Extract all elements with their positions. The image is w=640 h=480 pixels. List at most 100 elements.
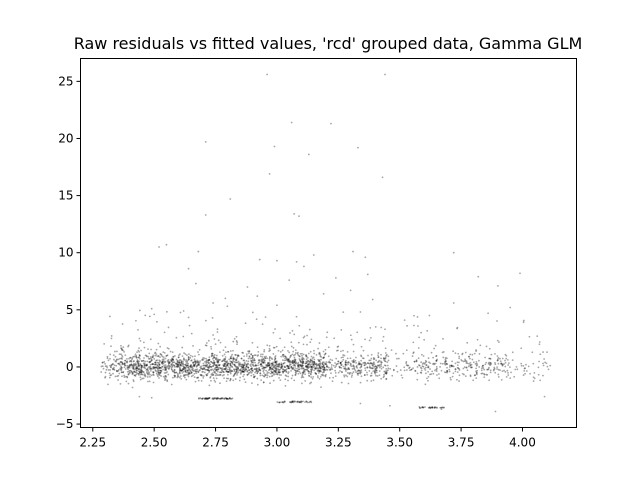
data-point bbox=[158, 366, 161, 369]
data-point bbox=[167, 358, 170, 361]
data-point bbox=[110, 335, 113, 337]
data-point bbox=[282, 368, 285, 371]
data-point bbox=[184, 371, 187, 373]
data-point bbox=[430, 351, 433, 354]
data-point bbox=[166, 366, 169, 369]
data-point bbox=[266, 374, 269, 377]
data-point bbox=[179, 366, 181, 369]
data-point bbox=[263, 366, 266, 369]
data-point bbox=[259, 372, 262, 375]
data-point bbox=[190, 366, 192, 369]
data-point bbox=[337, 349, 339, 352]
data-point bbox=[449, 376, 452, 379]
data-point bbox=[383, 360, 386, 362]
data-point bbox=[546, 351, 548, 353]
data-point bbox=[266, 364, 269, 367]
data-point bbox=[302, 376, 305, 379]
data-point bbox=[326, 369, 329, 371]
data-point bbox=[360, 354, 362, 357]
data-point bbox=[213, 363, 216, 366]
data-point bbox=[350, 363, 352, 366]
data-point bbox=[205, 362, 208, 365]
data-point bbox=[134, 371, 137, 374]
data-point bbox=[175, 362, 178, 365]
data-point bbox=[299, 364, 302, 366]
data-point bbox=[370, 362, 373, 365]
data-point bbox=[165, 310, 168, 313]
data-point bbox=[299, 364, 302, 367]
data-point bbox=[207, 397, 210, 400]
data-point bbox=[263, 367, 266, 369]
data-point bbox=[208, 369, 210, 372]
data-point bbox=[194, 361, 196, 364]
data-point bbox=[115, 360, 117, 363]
data-point bbox=[126, 360, 129, 363]
data-point bbox=[139, 339, 142, 342]
data-point bbox=[317, 369, 319, 371]
data-point bbox=[127, 344, 130, 347]
data-point bbox=[396, 357, 398, 360]
data-point bbox=[321, 371, 324, 374]
data-point bbox=[215, 368, 218, 371]
data-point bbox=[164, 367, 167, 369]
data-point bbox=[454, 368, 457, 371]
data-point bbox=[236, 341, 239, 344]
data-point bbox=[214, 380, 217, 383]
data-point bbox=[255, 369, 258, 372]
data-point bbox=[144, 314, 147, 317]
data-point bbox=[173, 374, 176, 377]
data-point bbox=[147, 357, 150, 360]
data-point bbox=[266, 364, 269, 367]
data-point bbox=[231, 366, 234, 368]
data-point bbox=[258, 258, 261, 261]
data-point bbox=[237, 355, 239, 357]
data-point bbox=[310, 363, 313, 366]
data-point bbox=[325, 362, 327, 365]
data-point bbox=[233, 364, 236, 367]
data-point bbox=[236, 366, 239, 368]
data-point bbox=[161, 365, 163, 368]
data-point bbox=[478, 359, 480, 362]
data-point bbox=[324, 352, 327, 355]
data-point bbox=[340, 381, 343, 384]
data-point bbox=[247, 366, 250, 369]
data-point bbox=[426, 329, 429, 332]
data-point bbox=[433, 363, 436, 366]
data-point bbox=[335, 365, 337, 367]
data-point bbox=[148, 360, 151, 363]
data-point bbox=[301, 371, 304, 374]
data-point bbox=[288, 360, 291, 363]
data-point bbox=[261, 374, 264, 377]
data-point bbox=[113, 364, 116, 367]
data-point bbox=[179, 370, 181, 373]
data-point bbox=[140, 367, 143, 369]
data-point bbox=[272, 331, 275, 334]
data-point bbox=[410, 368, 413, 371]
data-point bbox=[167, 363, 170, 365]
data-point bbox=[478, 366, 481, 368]
data-point bbox=[424, 406, 426, 408]
data-point bbox=[159, 353, 162, 355]
data-point bbox=[250, 357, 253, 360]
data-point bbox=[213, 370, 216, 373]
data-point bbox=[294, 400, 297, 403]
data-point bbox=[190, 359, 193, 362]
data-point bbox=[382, 376, 385, 379]
data-point bbox=[353, 361, 356, 363]
data-point bbox=[257, 350, 260, 353]
axes-frame bbox=[80, 58, 577, 428]
data-point bbox=[505, 357, 508, 360]
data-point bbox=[283, 361, 286, 364]
data-point bbox=[368, 366, 371, 369]
data-point bbox=[451, 360, 454, 363]
data-point bbox=[299, 365, 302, 367]
data-point bbox=[126, 357, 128, 360]
data-point bbox=[219, 374, 222, 376]
data-point bbox=[489, 362, 492, 365]
data-point bbox=[412, 341, 415, 344]
data-point bbox=[211, 368, 214, 371]
data-point bbox=[163, 366, 166, 369]
data-point bbox=[344, 370, 347, 372]
data-point bbox=[164, 375, 167, 377]
data-point bbox=[292, 401, 295, 404]
